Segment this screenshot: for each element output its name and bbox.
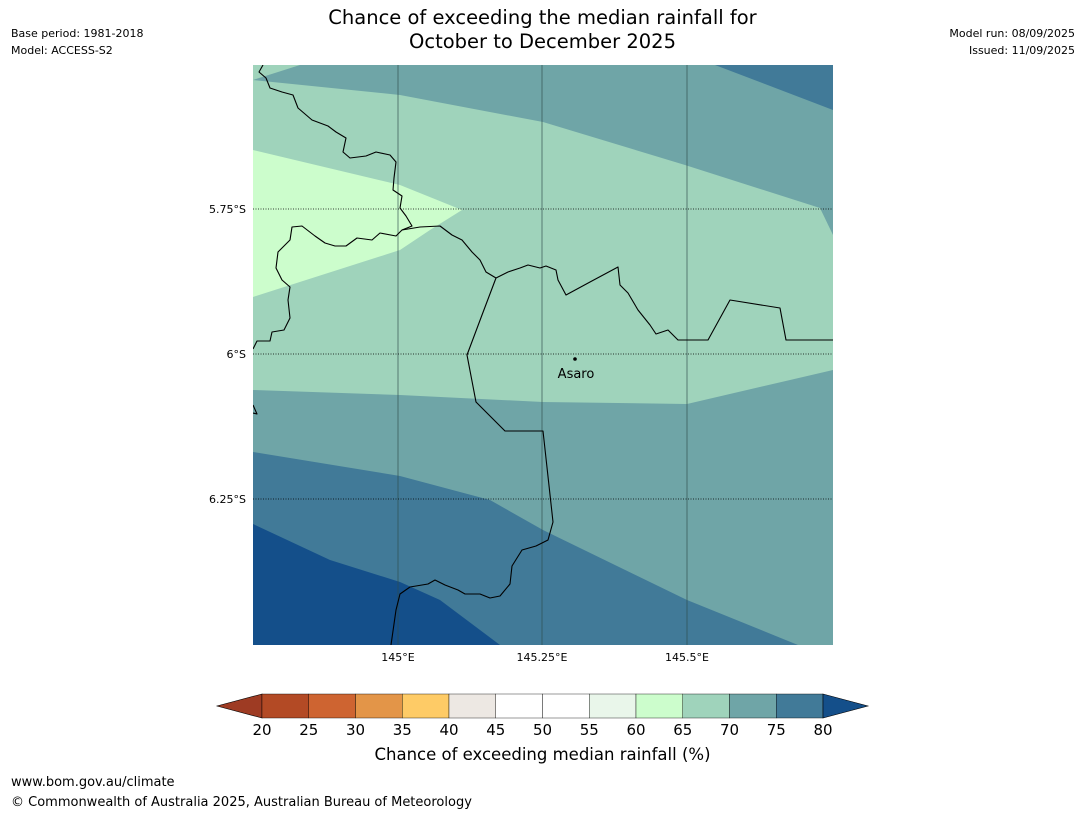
colorbar-segment-70-75 (729, 693, 777, 719)
colorbar-segment-60-65 (635, 693, 683, 719)
colorbar-tick-45: 45 (486, 721, 505, 739)
asaro-marker (573, 357, 577, 361)
title-line-1: Chance of exceeding the median rainfall … (328, 6, 757, 29)
boundary-east-province (390, 277, 554, 645)
boundary-north-west (253, 65, 413, 350)
footer-url: www.bom.gov.au/climate (11, 775, 175, 790)
colorbar-tick-60: 60 (626, 721, 645, 739)
province-boundaries (253, 65, 833, 645)
lon-label-145e: 145°E (381, 651, 414, 664)
colorbar-extend-high (822, 693, 870, 719)
colorbar-segment-45-50 (495, 693, 543, 719)
colorbar-tick-80: 80 (813, 721, 832, 739)
issued-date: Issued: 11/09/2025 (968, 44, 1075, 57)
band-60-65 (253, 150, 462, 297)
colorbar-tick-50: 50 (533, 721, 552, 739)
place-label-asaro: Asaro (558, 367, 595, 382)
run-info-right: Model run: 08/09/2025 Issued: 11/09/2025 (949, 25, 1075, 59)
colorbar-tick-20: 20 (252, 721, 271, 739)
lat-label-6-25s: 6.25°S (209, 493, 246, 506)
colorbar-segment-30-35 (355, 693, 403, 719)
colorbar-segment-65-70 (682, 693, 730, 719)
map-title: Chance of exceeding the median rainfall … (0, 6, 1085, 54)
grid-lines (253, 65, 833, 645)
colorbar-segment-20-25 (261, 693, 309, 719)
boundary-central (401, 225, 833, 341)
colorbar-tick-25: 25 (299, 721, 318, 739)
band-80-plus (253, 524, 500, 645)
lat-label-5-75s: 5.75°S (209, 203, 246, 216)
colorbar-segment-40-45 (448, 693, 496, 719)
band-75-80-corner (715, 65, 833, 110)
run-info-left: Base period: 1981-2018 Model: ACCESS-S2 (11, 25, 143, 59)
colorbar-tick-70: 70 (720, 721, 739, 739)
title-line-2: October to December 2025 (409, 30, 676, 53)
band-70-75-top (253, 65, 833, 235)
model-run-date: Model run: 08/09/2025 (949, 27, 1075, 40)
lat-label-6s: 6°S (227, 348, 246, 361)
colorbar-tick-40: 40 (439, 721, 458, 739)
colorbar-tick-65: 65 (673, 721, 692, 739)
colorbar-tick-30: 30 (346, 721, 365, 739)
colorbar-segment-50-55 (542, 693, 590, 719)
colorbar-segment-75-80 (776, 693, 824, 719)
model-name: Model: ACCESS-S2 (11, 44, 113, 57)
colorbar-label: Chance of exceeding median rainfall (%) (374, 745, 711, 764)
boundary-west-edge (253, 404, 258, 415)
base-period: Base period: 1981-2018 (11, 27, 144, 40)
lon-label-145-25e: 145.25°E (517, 651, 568, 664)
footer-copyright: © Commonwealth of Australia 2025, Austra… (11, 795, 472, 810)
lon-label-145-5e: 145.5°E (665, 651, 709, 664)
colorbar-tick-35: 35 (393, 721, 412, 739)
colorbar-extend-low (215, 693, 263, 719)
colorbar-segment-55-60 (589, 693, 637, 719)
colorbar-segment-35-40 (402, 693, 450, 719)
map-area: Asaro (253, 65, 833, 645)
colorbar-tick-75: 75 (767, 721, 786, 739)
colorbar-tick-55: 55 (580, 721, 599, 739)
colorbar-segment-25-30 (308, 693, 356, 719)
